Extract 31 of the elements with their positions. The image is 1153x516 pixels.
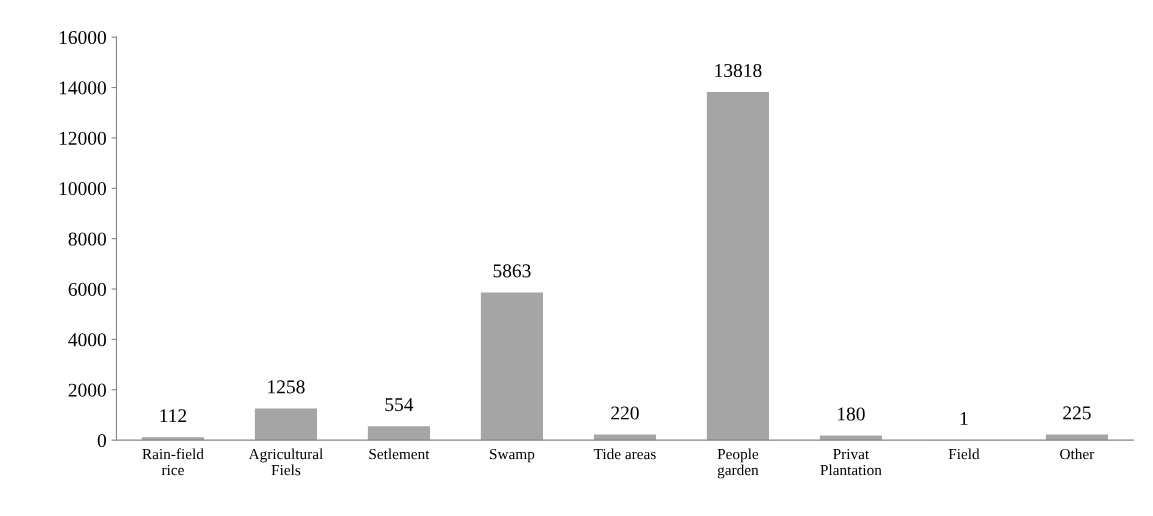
bar bbox=[367, 426, 431, 441]
bar bbox=[706, 92, 769, 441]
x-tick-label: Field bbox=[948, 448, 980, 460]
x-tick-label: Agricultural Fiels bbox=[248, 448, 323, 476]
x-tick-label: Other bbox=[1060, 448, 1095, 460]
y-tick-label: 14000 bbox=[59, 81, 106, 95]
x-tick-label: People garden bbox=[717, 448, 759, 479]
bar bbox=[254, 408, 318, 441]
data-label: 220 bbox=[611, 406, 639, 420]
x-tick-label: Privat Plantation bbox=[820, 448, 882, 476]
data-label: 554 bbox=[385, 398, 414, 412]
data-label: 112 bbox=[160, 409, 187, 423]
data-label: 13818 bbox=[715, 63, 762, 78]
data-label: 1 bbox=[960, 412, 968, 425]
y-tick-label: 16000 bbox=[59, 30, 106, 45]
data-label: 225 bbox=[1063, 406, 1091, 420]
y-tick-label: 4000 bbox=[68, 333, 106, 347]
data-label: 180 bbox=[838, 407, 865, 421]
data-label: 5863 bbox=[493, 264, 531, 278]
y-tick-label: 8000 bbox=[68, 232, 106, 246]
y-tick-label: 0 bbox=[97, 433, 106, 448]
x-tick-label: Swamp bbox=[490, 448, 535, 463]
x-tick-label: Tide areas bbox=[593, 448, 656, 460]
y-tick-label: 6000 bbox=[68, 282, 106, 296]
y-tick-label: 2000 bbox=[68, 383, 106, 397]
y-tick-label: 12000 bbox=[59, 131, 106, 145]
bar bbox=[480, 292, 544, 441]
x-tick-label: Setlement bbox=[369, 448, 430, 460]
x-tick-label: Rain-field rice bbox=[142, 448, 204, 476]
data-label: 1258 bbox=[268, 380, 305, 394]
y-tick-label: 10000 bbox=[59, 182, 106, 196]
